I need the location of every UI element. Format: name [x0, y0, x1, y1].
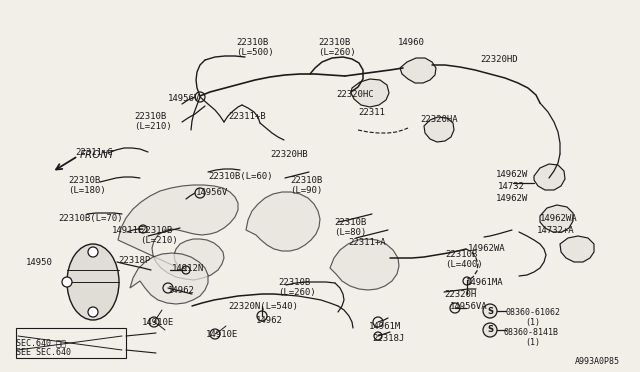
Polygon shape	[351, 79, 389, 107]
Text: 14956V: 14956V	[196, 188, 228, 197]
Text: A993A0P85: A993A0P85	[575, 357, 620, 366]
Text: 14962WA: 14962WA	[540, 214, 578, 223]
Text: 22310B: 22310B	[140, 226, 172, 235]
Text: 14956V: 14956V	[168, 94, 200, 103]
Text: 22311+B: 22311+B	[228, 112, 266, 121]
Text: 14962: 14962	[256, 316, 283, 325]
Polygon shape	[540, 205, 573, 232]
Polygon shape	[330, 239, 399, 290]
Text: 14962W: 14962W	[496, 170, 528, 179]
Polygon shape	[246, 192, 320, 251]
Text: 14961MA: 14961MA	[466, 278, 504, 287]
Text: (L=210): (L=210)	[140, 236, 178, 245]
Text: 22310B: 22310B	[236, 38, 268, 47]
Ellipse shape	[67, 244, 119, 320]
Text: 22318J: 22318J	[372, 334, 404, 343]
Text: 14732+A: 14732+A	[537, 226, 575, 235]
Text: 22310B: 22310B	[290, 176, 323, 185]
Text: 22310B: 22310B	[318, 38, 350, 47]
Text: (L=180): (L=180)	[68, 186, 106, 195]
Circle shape	[483, 304, 497, 318]
Polygon shape	[130, 253, 208, 304]
Text: 14960: 14960	[398, 38, 425, 47]
Polygon shape	[118, 185, 238, 280]
Text: (1): (1)	[525, 318, 540, 327]
Text: 08360-8141B: 08360-8141B	[504, 328, 559, 337]
Text: 22310B: 22310B	[445, 250, 477, 259]
Text: 22310B: 22310B	[134, 112, 166, 121]
Text: 14911E: 14911E	[112, 226, 144, 235]
Text: 22320H: 22320H	[444, 290, 476, 299]
Polygon shape	[534, 164, 565, 190]
Polygon shape	[424, 117, 454, 142]
Text: 08360-61062: 08360-61062	[506, 308, 561, 317]
Circle shape	[483, 323, 497, 337]
Text: S: S	[487, 307, 493, 315]
Text: 22311+A: 22311+A	[348, 238, 386, 247]
Text: (L=90): (L=90)	[290, 186, 323, 195]
Text: 14956VA: 14956VA	[450, 302, 488, 311]
Text: 14912N: 14912N	[172, 264, 204, 273]
Text: 14910E: 14910E	[206, 330, 238, 339]
Text: (L=260): (L=260)	[318, 48, 356, 57]
Text: 22320HA: 22320HA	[420, 115, 458, 124]
Text: 14910E: 14910E	[142, 318, 174, 327]
Circle shape	[88, 247, 98, 257]
Text: 22310B(L=70): 22310B(L=70)	[58, 214, 122, 223]
Circle shape	[62, 277, 72, 287]
Text: SEC.640 参照: SEC.640 参照	[16, 338, 66, 347]
Text: (L=400): (L=400)	[445, 260, 483, 269]
Text: (L=210): (L=210)	[134, 122, 172, 131]
Text: 22310B: 22310B	[68, 176, 100, 185]
Text: 22320HB: 22320HB	[270, 150, 308, 159]
Text: S: S	[487, 326, 493, 334]
Polygon shape	[400, 58, 436, 83]
Text: FRONT: FRONT	[80, 150, 115, 160]
Text: 14732: 14732	[498, 182, 525, 191]
Text: (L=260): (L=260)	[278, 288, 316, 297]
Text: 22318P: 22318P	[118, 256, 150, 265]
Text: (L=80): (L=80)	[334, 228, 366, 237]
Polygon shape	[560, 236, 594, 262]
Text: 22310B: 22310B	[334, 218, 366, 227]
Text: 22311: 22311	[358, 108, 385, 117]
Text: 14962: 14962	[168, 286, 195, 295]
Text: 22310B(L=60): 22310B(L=60)	[208, 172, 273, 181]
Text: 22320N(L=540): 22320N(L=540)	[228, 302, 298, 311]
Text: 14962W: 14962W	[496, 194, 528, 203]
Text: 14950: 14950	[26, 258, 53, 267]
Text: 14961M: 14961M	[369, 322, 401, 331]
Circle shape	[88, 307, 98, 317]
Text: 22310B: 22310B	[278, 278, 310, 287]
Text: 22320HD: 22320HD	[480, 55, 518, 64]
Text: SEE SEC.640: SEE SEC.640	[16, 348, 71, 357]
Text: 22311+C: 22311+C	[75, 148, 113, 157]
Text: (1): (1)	[525, 338, 540, 347]
Text: (L=500): (L=500)	[236, 48, 274, 57]
Text: 22320HC: 22320HC	[336, 90, 374, 99]
Text: 14962WA: 14962WA	[468, 244, 506, 253]
